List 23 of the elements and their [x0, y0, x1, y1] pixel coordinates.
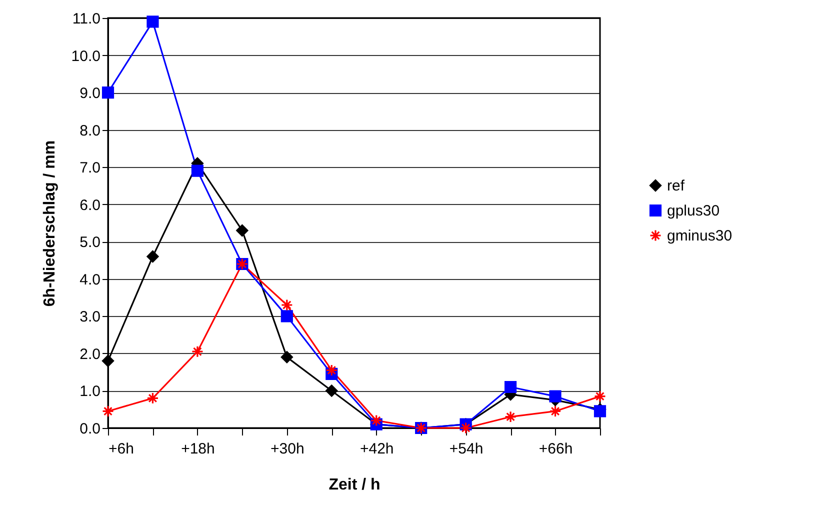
y-tick-label: 2.0 — [80, 346, 100, 363]
y-tick-label: 7.0 — [80, 160, 100, 177]
y-tick-label: 11.0 — [72, 10, 100, 28]
y-tick-label: 4.0 — [80, 271, 100, 288]
y-tick-label: 8.0 — [80, 122, 100, 140]
legend-label: gplus30 — [667, 202, 720, 220]
x-tick-label: +66h — [538, 440, 573, 458]
y-tick-label: 10.0 — [71, 48, 100, 65]
y-tick-label: 1.0 — [80, 383, 100, 400]
x-axis-title: Zeit / h — [328, 476, 380, 494]
y-tick-label: 0.0 — [80, 420, 100, 438]
x-tick-label: +42h — [360, 440, 394, 458]
legend-label: ref — [667, 178, 686, 194]
y-tick-label: 6.0 — [80, 196, 100, 214]
y-tick-label: 9.0 — [80, 85, 100, 102]
y-tick-label: 5.0 — [80, 234, 100, 252]
x-tick-label: +18h — [181, 440, 215, 458]
x-tick-label: +30h — [270, 440, 304, 458]
x-tick-label: +54h — [449, 440, 484, 458]
legend-label: gminus30 — [667, 228, 732, 244]
y-axis-title: 6h-Niederschlag / mm — [41, 140, 58, 307]
x-tick-label: +6h — [108, 440, 134, 458]
y-tick-label: 3.0 — [80, 308, 100, 326]
